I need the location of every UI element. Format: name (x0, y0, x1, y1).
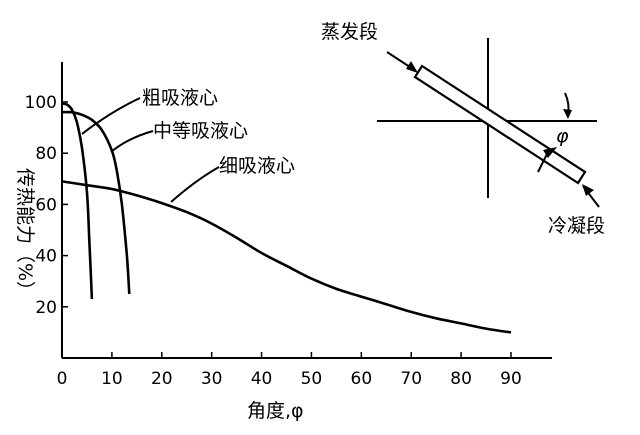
x-tick-label: 50 (301, 369, 323, 389)
heat-pipe (413, 64, 587, 185)
curve-coarse-wick (61, 102, 94, 300)
axis-ticks: 0 10 20 30 40 50 60 70 80 90 20 40 60 80 100 (25, 93, 522, 389)
angle-symbol: φ (556, 125, 569, 147)
x-tick-label: 40 (251, 369, 273, 389)
series-label-medium: 中等吸液心 (153, 120, 248, 142)
leader-medium (110, 130, 154, 153)
y-tick-label: 60 (35, 195, 57, 215)
curve-medium-wick (61, 110, 131, 295)
curves (61, 102, 512, 334)
condenser-arrow (582, 184, 594, 196)
x-tick-label: 0 (57, 369, 68, 389)
condenser-label: 冷凝段 (548, 215, 605, 237)
x-axis-label: 角度,φ (247, 400, 304, 422)
curve-fine-wick (61, 180, 512, 334)
angle-arrow-upper (563, 109, 572, 119)
angle-arrow-lower (543, 147, 557, 158)
evaporator-label: 蒸发段 (321, 21, 378, 43)
leader-fine (170, 166, 220, 203)
evaporator-arrow (406, 61, 418, 73)
y-tick-label: 100 (25, 93, 57, 113)
x-tick-label: 70 (400, 369, 422, 389)
series-label-fine: 细吸液心 (219, 155, 295, 177)
x-tick-label: 10 (101, 369, 123, 389)
x-tick-label: 20 (151, 369, 173, 389)
x-tick-label: 80 (450, 369, 472, 389)
leader-coarse (81, 97, 141, 135)
x-tick-label: 90 (500, 369, 522, 389)
x-tick-label: 30 (201, 369, 223, 389)
x-tick-label: 60 (351, 369, 373, 389)
y-tick-label: 20 (35, 298, 57, 318)
series-label-coarse: 粗吸液心 (142, 87, 218, 109)
y-tick-label: 40 (35, 247, 57, 267)
y-axis-label: 传热能力（%） (14, 168, 36, 300)
y-tick-label: 80 (35, 144, 57, 164)
inset-diagram: 蒸发段 冷凝段 φ (321, 21, 605, 237)
